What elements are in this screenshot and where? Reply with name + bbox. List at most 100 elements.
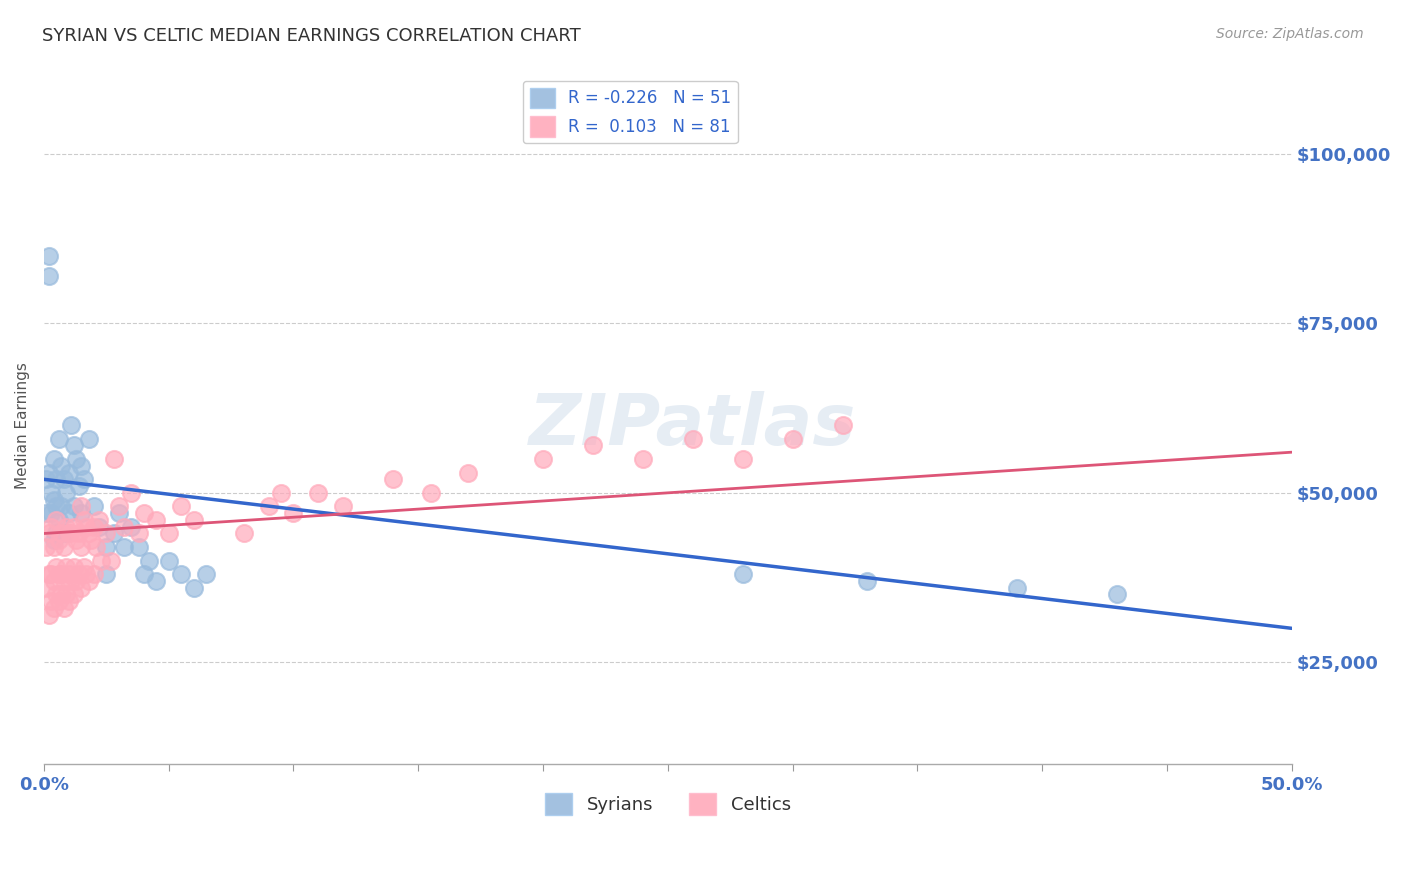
- Point: [856, 574, 879, 588]
- Point: [51, 567, 73, 582]
- Point: [58, 506, 80, 520]
- Point: [35, 581, 58, 595]
- Point: [45, 500, 67, 514]
- Point: [70, 506, 93, 520]
- Point: [58, 466, 80, 480]
- Point: [41, 506, 63, 520]
- Point: [195, 567, 218, 582]
- Point: [38, 466, 60, 480]
- Point: [63, 500, 86, 514]
- Point: [70, 500, 93, 514]
- Point: [457, 466, 479, 480]
- Point: [232, 526, 254, 541]
- Point: [65, 533, 87, 548]
- Point: [183, 513, 205, 527]
- Point: [52, 472, 75, 486]
- Point: [382, 472, 405, 486]
- Point: [631, 452, 654, 467]
- Point: [60, 526, 83, 541]
- Point: [38, 249, 60, 263]
- Point: [51, 500, 73, 514]
- Point: [45, 513, 67, 527]
- Point: [120, 519, 142, 533]
- Point: [48, 513, 70, 527]
- Point: [75, 519, 97, 533]
- Point: [419, 486, 441, 500]
- Point: [55, 587, 77, 601]
- Point: [90, 553, 112, 567]
- Point: [65, 574, 87, 588]
- Point: [35, 506, 58, 520]
- Point: [48, 432, 70, 446]
- Point: [45, 472, 67, 486]
- Point: [731, 567, 754, 582]
- Point: [52, 601, 75, 615]
- Point: [42, 492, 65, 507]
- Text: Source: ZipAtlas.com: Source: ZipAtlas.com: [1216, 27, 1364, 41]
- Point: [138, 553, 160, 567]
- Point: [58, 567, 80, 582]
- Point: [63, 438, 86, 452]
- Point: [45, 587, 67, 601]
- Point: [45, 526, 67, 541]
- Point: [1105, 587, 1128, 601]
- Point: [83, 519, 105, 533]
- Point: [128, 540, 150, 554]
- Point: [38, 268, 60, 283]
- Point: [107, 500, 129, 514]
- Point: [73, 472, 96, 486]
- Point: [48, 594, 70, 608]
- Point: [42, 533, 65, 548]
- Point: [41, 519, 63, 533]
- Point: [58, 594, 80, 608]
- Point: [51, 526, 73, 541]
- Point: [58, 526, 80, 541]
- Point: [96, 540, 118, 554]
- Point: [120, 486, 142, 500]
- Point: [41, 594, 63, 608]
- Point: [73, 513, 96, 527]
- Point: [682, 432, 704, 446]
- Point: [52, 574, 75, 588]
- Point: [132, 506, 155, 520]
- Point: [70, 581, 93, 595]
- Point: [51, 587, 73, 601]
- Point: [67, 567, 90, 582]
- Text: SYRIAN VS CELTIC MEDIAN EARNINGS CORRELATION CHART: SYRIAN VS CELTIC MEDIAN EARNINGS CORRELA…: [42, 27, 581, 45]
- Point: [170, 567, 193, 582]
- Point: [41, 486, 63, 500]
- Point: [60, 574, 83, 588]
- Legend: Syrians, Celtics: Syrians, Celtics: [537, 786, 799, 822]
- Point: [63, 560, 86, 574]
- Point: [831, 418, 853, 433]
- Point: [70, 540, 93, 554]
- Point: [103, 526, 125, 541]
- Point: [107, 506, 129, 520]
- Point: [73, 560, 96, 574]
- Point: [183, 581, 205, 595]
- Point: [42, 452, 65, 467]
- Point: [55, 486, 77, 500]
- Point: [77, 432, 100, 446]
- Point: [67, 479, 90, 493]
- Point: [83, 567, 105, 582]
- Point: [75, 567, 97, 582]
- Point: [128, 526, 150, 541]
- Point: [132, 567, 155, 582]
- Point: [283, 506, 305, 520]
- Point: [257, 500, 280, 514]
- Point: [35, 472, 58, 486]
- Point: [35, 540, 58, 554]
- Point: [65, 452, 87, 467]
- Point: [55, 519, 77, 533]
- Point: [83, 500, 105, 514]
- Point: [48, 567, 70, 582]
- Point: [48, 533, 70, 548]
- Point: [87, 519, 110, 533]
- Point: [531, 452, 554, 467]
- Point: [103, 452, 125, 467]
- Point: [60, 418, 83, 433]
- Point: [80, 533, 103, 548]
- Point: [67, 526, 90, 541]
- Point: [582, 438, 605, 452]
